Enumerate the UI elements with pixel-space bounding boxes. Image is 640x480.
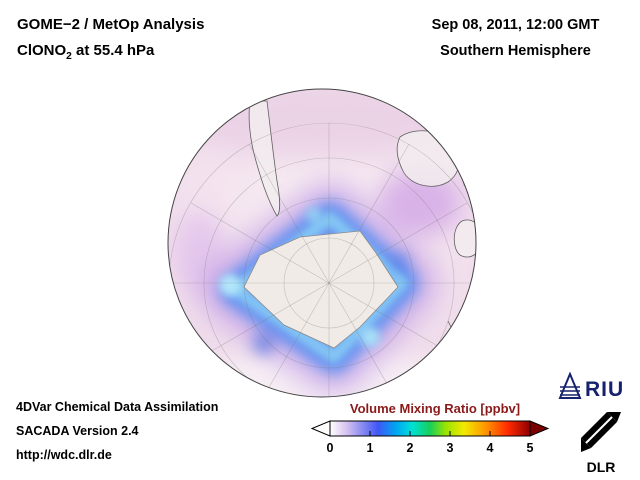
cyan-maximum-se [360, 327, 380, 347]
colorbar-gradient [329, 420, 531, 437]
analysis-title: GOME−2 / MetOp Analysis [17, 16, 205, 33]
colorbar-tick-2: 2 [406, 441, 414, 455]
colorbar-right-arrow [529, 420, 550, 437]
molecule-name: ClONO [17, 42, 67, 59]
datetime-label: Sep 08, 2011, 12:00 GMT [431, 17, 600, 33]
globe-outline [167, 88, 477, 398]
antarctica-landmass [243, 230, 399, 349]
url-line: http://wdc.dlr.de [16, 448, 112, 462]
colorbar-tick-0: 0 [326, 441, 334, 455]
colorbar-left-arrow [310, 420, 331, 437]
colorbar-tick-1: 1 [366, 441, 374, 455]
colorbar [310, 420, 550, 437]
globe-svg [167, 88, 477, 398]
species-level-line: ClONO2 at 55.4 hPa [17, 38, 204, 70]
colorbar-tick-5: 5 [526, 441, 534, 455]
blue-accent-east [390, 251, 410, 271]
molecule-subscript: 2 [66, 51, 72, 62]
dlr-logo: DLR [572, 408, 630, 475]
header-right: Sep 08, 2011, 12:00 GMT Southern Hemisph… [403, 12, 628, 64]
south-america-coast [248, 100, 281, 217]
version-line: SACADA Version 2.4 [16, 424, 139, 438]
riu-logo-text: RIU [585, 378, 625, 401]
colorbar-tickmarks [369, 431, 491, 436]
cyan-maximum-west [219, 274, 241, 296]
footer-credits: 4DVar Chemical Data Assimilation SACADA … [16, 395, 218, 467]
riu-logo: RIU [558, 372, 630, 402]
hemisphere-label: Southern Hemisphere [440, 43, 591, 59]
blue-accent-sw [252, 331, 276, 355]
purple-patch-ne [378, 169, 462, 237]
dlr-logo-text: DLR [586, 459, 616, 475]
riu-mark-icon [558, 372, 582, 399]
dlr-mark-icon [581, 412, 621, 452]
colorbar-tick-3: 3 [446, 441, 454, 455]
globe-map [164, 85, 480, 401]
header-left: GOME−2 / MetOp Analysis ClONO2 at 55.4 h… [17, 12, 204, 70]
colorbar-title: Volume Mixing Ratio [ppbv] [349, 401, 521, 416]
colorbar-tick-4: 4 [486, 441, 494, 455]
pressure-level: at 55.4 hPa [71, 42, 155, 59]
assimilation-line: 4DVar Chemical Data Assimilation [16, 400, 219, 414]
cyan-maximum-north [306, 207, 322, 223]
